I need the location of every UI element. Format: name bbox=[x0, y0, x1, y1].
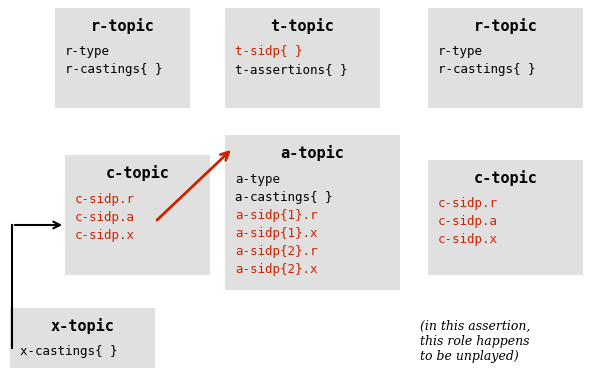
Bar bbox=[428, 160, 583, 275]
Text: t-assertions{ }: t-assertions{ } bbox=[235, 63, 347, 76]
Text: a-sidp{2}.x: a-sidp{2}.x bbox=[235, 262, 317, 276]
Text: a-sidp{1}.r: a-sidp{1}.r bbox=[235, 209, 317, 222]
Text: a-sidp{2}.r: a-sidp{2}.r bbox=[235, 244, 317, 258]
Bar bbox=[225, 8, 380, 108]
Text: a-topic: a-topic bbox=[281, 145, 344, 161]
Text: c-sidp.x: c-sidp.x bbox=[438, 234, 498, 246]
Text: r-topic: r-topic bbox=[91, 18, 154, 34]
Text: c-topic: c-topic bbox=[106, 165, 169, 181]
Text: r-type: r-type bbox=[438, 45, 483, 58]
Text: x-castings{ }: x-castings{ } bbox=[20, 345, 118, 358]
Text: x-topic: x-topic bbox=[50, 318, 115, 334]
Text: a-sidp{1}.x: a-sidp{1}.x bbox=[235, 226, 317, 240]
Text: c-sidp.r: c-sidp.r bbox=[75, 192, 135, 206]
Text: c-sidp.x: c-sidp.x bbox=[75, 228, 135, 242]
Text: c-sidp.r: c-sidp.r bbox=[438, 198, 498, 210]
Text: r-type: r-type bbox=[65, 45, 110, 58]
Text: r-castings{ }: r-castings{ } bbox=[438, 63, 536, 76]
Bar bbox=[55, 8, 190, 108]
Text: c-sidp.a: c-sidp.a bbox=[438, 216, 498, 228]
Text: t-sidp{ }: t-sidp{ } bbox=[235, 45, 302, 58]
Text: r-castings{ }: r-castings{ } bbox=[65, 63, 163, 76]
Text: c-topic: c-topic bbox=[473, 170, 538, 186]
Text: r-topic: r-topic bbox=[473, 18, 538, 34]
Bar bbox=[428, 8, 583, 108]
Bar bbox=[225, 135, 400, 290]
Text: a-castings{ }: a-castings{ } bbox=[235, 190, 332, 204]
Bar bbox=[10, 308, 155, 368]
Text: t-topic: t-topic bbox=[271, 18, 334, 34]
Text: c-sidp.a: c-sidp.a bbox=[75, 210, 135, 224]
Text: (in this assertion,
this role happens
to be unplayed): (in this assertion, this role happens to… bbox=[420, 320, 530, 363]
Text: a-type: a-type bbox=[235, 172, 280, 186]
Bar bbox=[65, 155, 210, 275]
